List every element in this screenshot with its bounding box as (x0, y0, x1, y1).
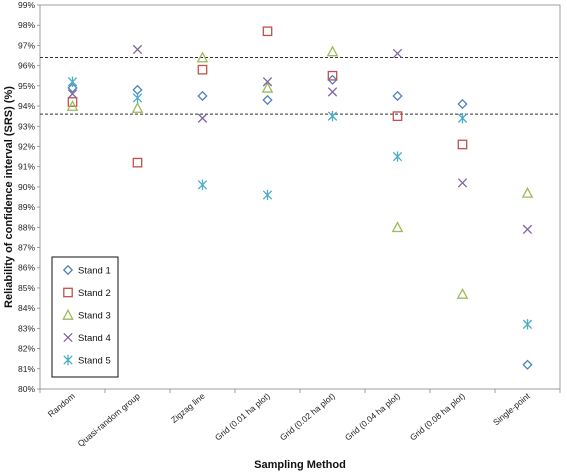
legend-label: Stand 3 (78, 311, 111, 322)
y-tick-label: 92% (18, 141, 35, 151)
legend-marker-x (63, 332, 73, 343)
y-tick-label: 82% (18, 344, 35, 354)
x-tick-label: Grid (0.02 ha plot) (278, 391, 337, 443)
data-point-triangle (66, 99, 79, 111)
data-point-triangle (326, 45, 339, 57)
legend-box (51, 256, 119, 378)
data-point-square (67, 97, 78, 107)
legend-label: Stand 4 (78, 333, 111, 344)
data-point-star (522, 319, 533, 330)
x-tick-label: Single-point (491, 390, 532, 427)
y-tick-label: 87% (18, 243, 35, 253)
y-tick-label: 88% (18, 222, 35, 232)
legend-label: Stand 5 (78, 356, 111, 367)
x-tick-label: Grid (0.04 ha plot) (343, 391, 402, 443)
y-tick-label: 83% (18, 323, 35, 333)
data-point-triangle (131, 101, 144, 113)
data-point-triangle (261, 81, 274, 93)
legend-marker-diamond (62, 264, 74, 276)
x-tick-label: Grid (0.01 ha plot) (213, 391, 272, 443)
plot-area (39, 4, 561, 390)
x-tick-label: Zigzag line (169, 391, 207, 425)
data-point-diamond (67, 82, 78, 93)
y-tick-label: 97% (18, 40, 35, 50)
data-point-square (327, 70, 338, 81)
y-axis-title: Reliability of confidence interval (SRS)… (3, 86, 15, 308)
data-point-diamond (262, 94, 273, 106)
x-tick-label: Random (46, 391, 77, 419)
data-point-square (262, 26, 273, 37)
y-tick-label: 85% (18, 283, 35, 293)
legend-marker-star (63, 354, 73, 366)
data-point-star (457, 112, 468, 124)
y-tick-label: 84% (18, 303, 35, 313)
y-tick-label: 95% (18, 81, 35, 91)
data-point-triangle (456, 287, 469, 299)
data-point-x (262, 77, 273, 87)
y-tick-label: 91% (18, 162, 35, 172)
y-tick-label: 80% (18, 384, 35, 394)
data-point-x (67, 89, 78, 99)
x-axis-title: Sampling Method (254, 459, 346, 471)
data-point-triangle (196, 51, 209, 63)
x-tick-label: Grid (0.08 ha plot) (408, 391, 467, 443)
legend-marker-triangle (62, 308, 74, 320)
y-tick-label: 96% (18, 61, 35, 71)
data-point-diamond (327, 74, 338, 85)
data-point-x (197, 113, 208, 123)
data-point-diamond (197, 90, 208, 102)
y-tick-label: 90% (18, 182, 35, 192)
y-tick-label: 93% (18, 121, 35, 131)
data-point-x (392, 48, 403, 59)
data-point-star (132, 92, 143, 104)
data-point-star (327, 110, 338, 122)
legend-label: Stand 2 (78, 288, 111, 299)
data-point-diamond (522, 359, 533, 370)
data-point-x (327, 87, 338, 97)
data-point-diamond (457, 98, 468, 110)
data-point-square (132, 157, 143, 168)
y-tick-label: 94% (18, 101, 35, 111)
data-point-star (262, 189, 273, 201)
data-point-triangle (391, 221, 404, 233)
y-tick-label: 98% (18, 20, 35, 30)
legend-label: Stand 1 (78, 266, 111, 277)
y-tick-label: 86% (18, 263, 35, 273)
data-point-star (392, 151, 403, 162)
y-tick-label: 81% (18, 364, 35, 374)
data-point-square (197, 64, 208, 75)
data-point-triangle (521, 186, 534, 198)
legend-marker-square (63, 287, 73, 298)
data-point-x (132, 44, 143, 55)
legend: Stand 1 Stand 2 Stand 3 Stand 4 Stand 5 (51, 256, 119, 378)
data-point-x (457, 178, 468, 188)
data-point-square (392, 111, 403, 122)
data-point-x (522, 224, 533, 234)
x-tick-label: Quasi-random group (76, 391, 142, 449)
data-point-square (457, 139, 468, 150)
data-point-star (67, 76, 78, 87)
data-point-diamond (392, 90, 403, 102)
y-tick-label: 99% (18, 0, 35, 10)
data-point-star (197, 179, 208, 191)
y-tick-label: 89% (18, 202, 35, 212)
